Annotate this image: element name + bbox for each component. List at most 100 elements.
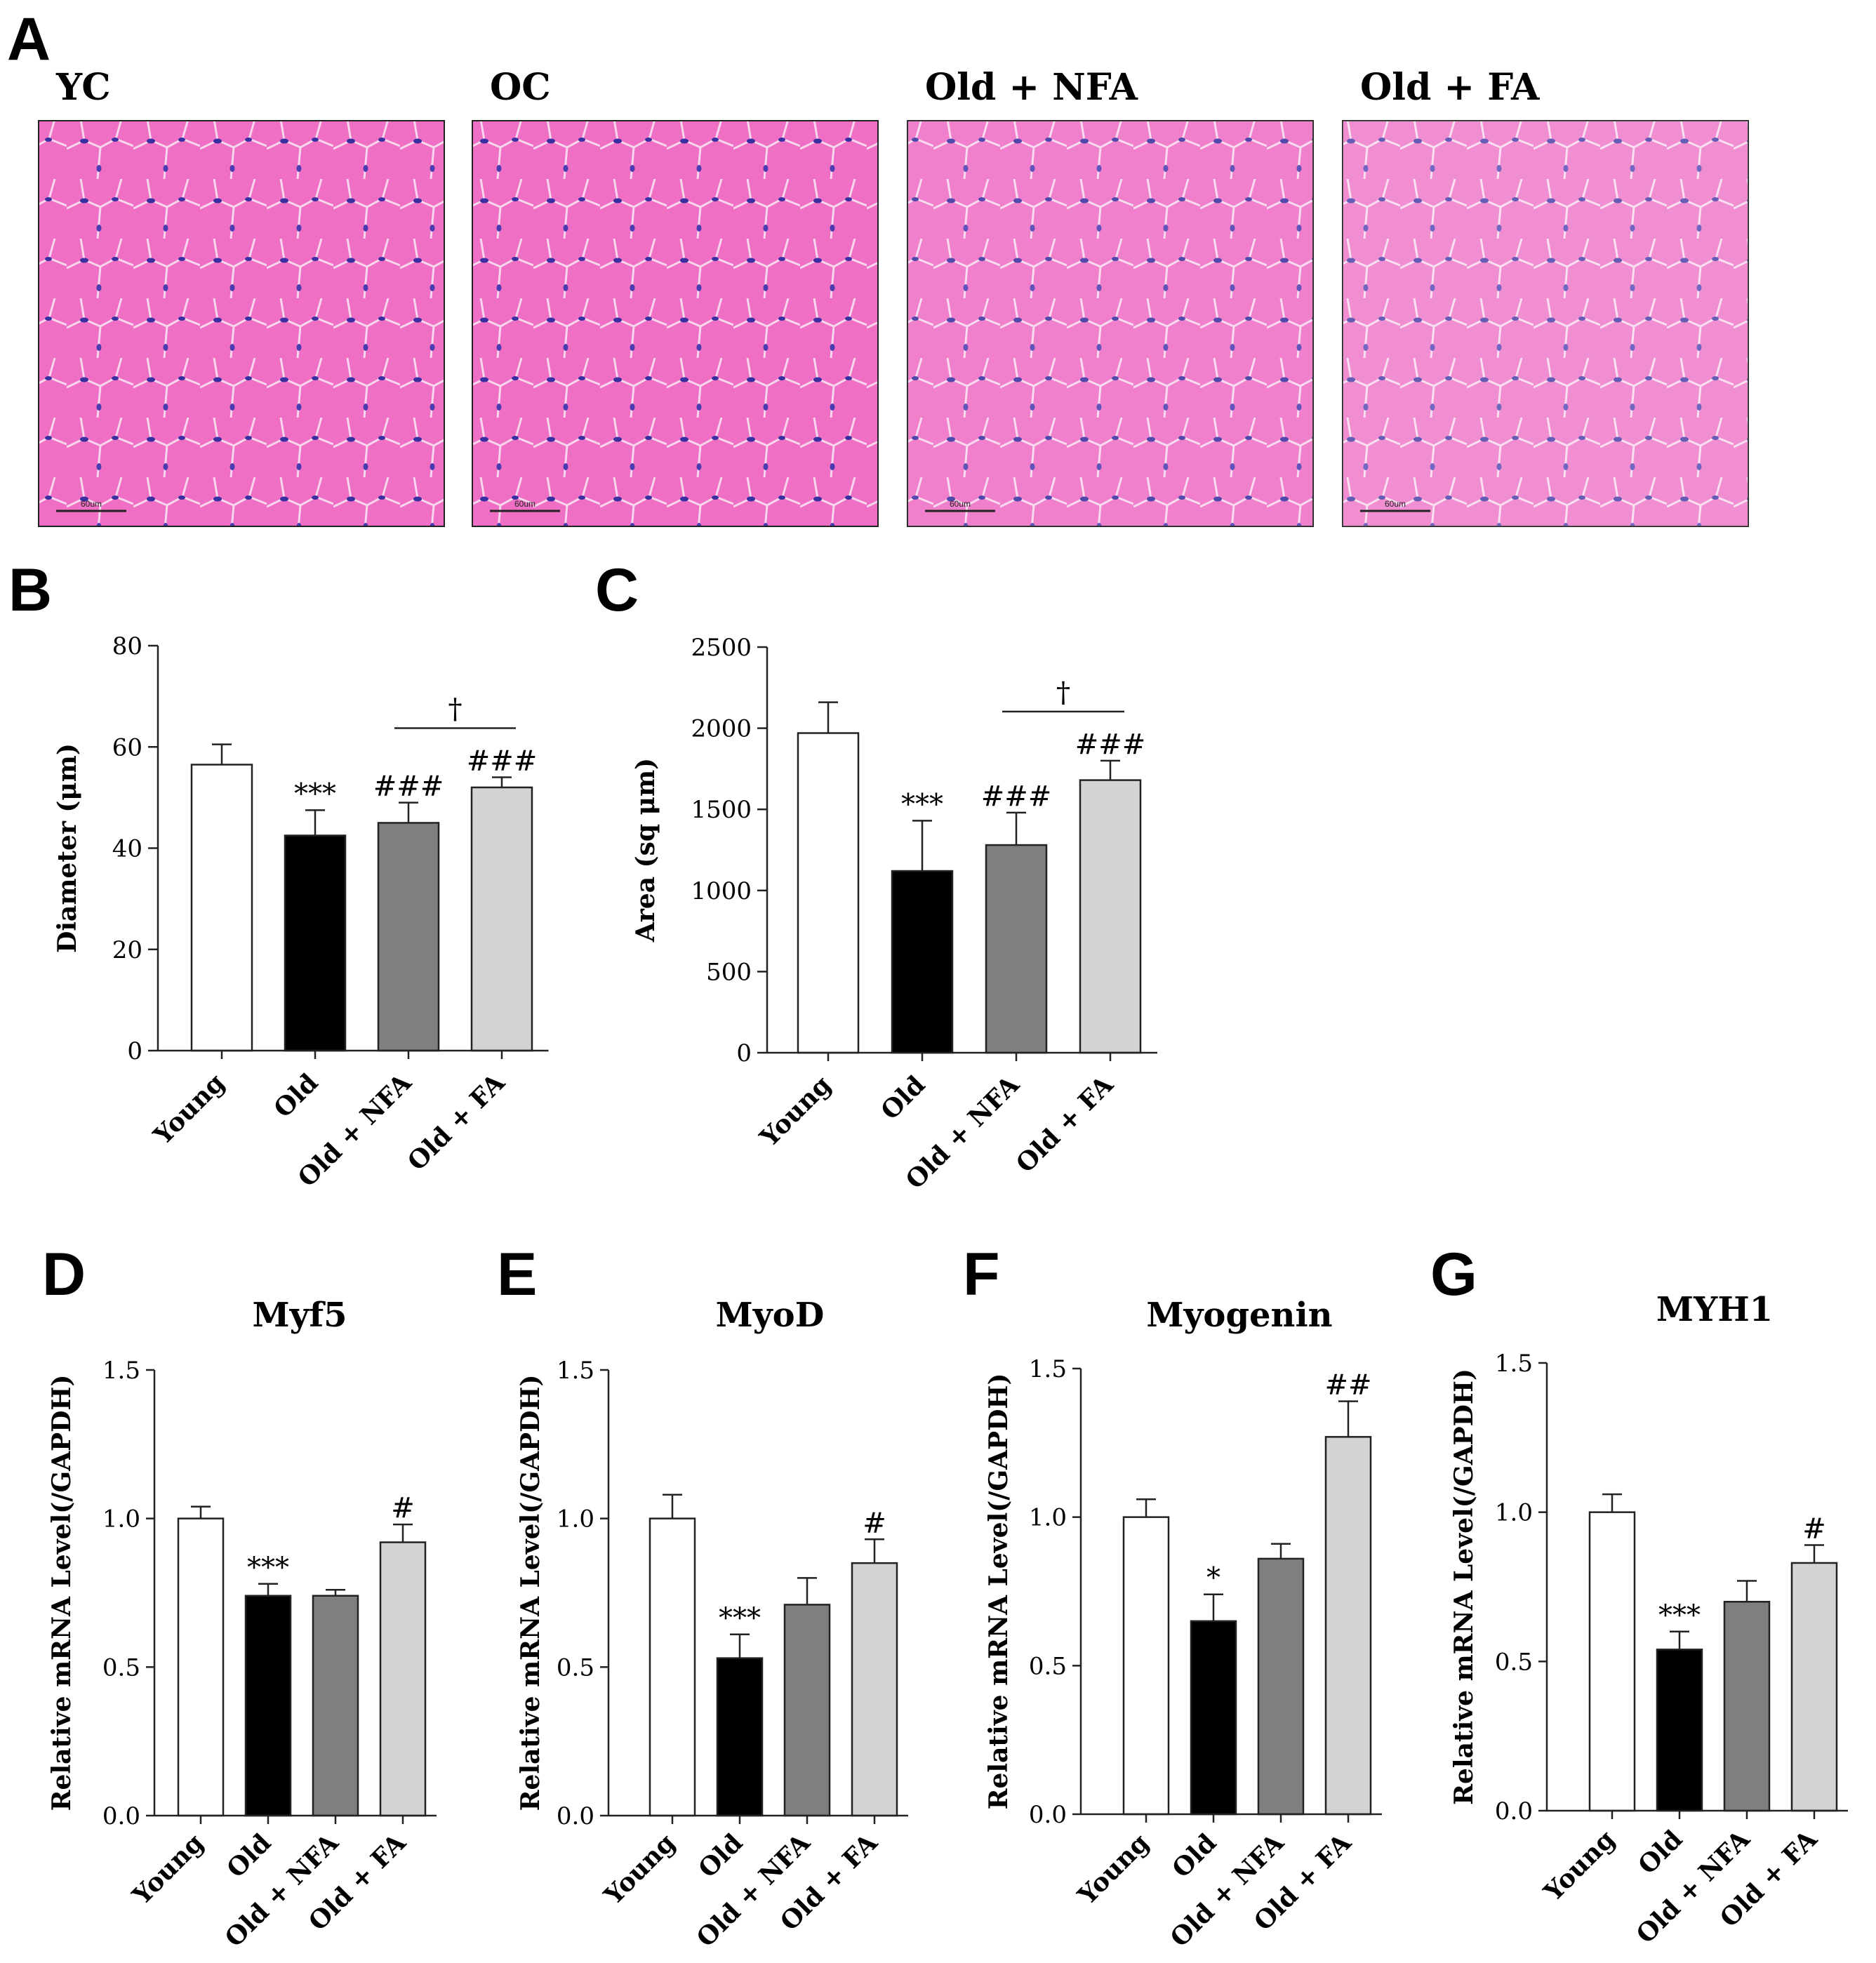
bracket-label: † [1056, 677, 1070, 709]
bar-old [716, 1657, 764, 1817]
bar-young [648, 1517, 696, 1817]
bar-old [244, 1595, 292, 1817]
x-tick-label: Old [693, 1828, 748, 1884]
x-tick-label: Young [598, 1828, 681, 1911]
bar-old [1656, 1649, 1703, 1812]
chart-f: F Myogenin 0.0 0.5 1.0 1.5 Relative mRNA Level… [963, 1241, 1382, 1953]
bar-old-fa [1324, 1436, 1372, 1816]
y-tick-label: 1.0 [1495, 1499, 1533, 1527]
significance-label: * [1206, 1562, 1220, 1595]
y-tick-label: 0.0 [102, 1802, 140, 1830]
chart-c: C 0 500 1000 1500 2000 2500 Area (sq μm) *** ### #… [595, 557, 1157, 1195]
image-tint [907, 121, 1313, 526]
histology-image-1: YC 60um [38, 66, 445, 527]
chart-g: G MYH1 0.0 0.5 1.0 1.5 Relative mRNA Level(/GA… [1430, 1241, 1848, 1950]
significance-label: *** [247, 1552, 289, 1584]
y-tick-label: 60 [112, 733, 142, 761]
histology-photo [38, 120, 445, 527]
x-tick-label: Old [221, 1828, 277, 1884]
scale-bar-label: 60um [514, 499, 535, 509]
y-tick-label: 1.0 [1029, 1504, 1067, 1532]
bar-young [190, 764, 253, 1052]
bracket-label: † [448, 693, 463, 726]
bar-old-fa [379, 1541, 427, 1817]
image-title: YC [55, 66, 111, 109]
x-tick-label: Old [1166, 1828, 1222, 1884]
y-tick-label: 1.5 [1029, 1355, 1067, 1383]
y-tick-label: 0 [736, 1039, 752, 1067]
significance-label: *** [294, 778, 336, 810]
image-title: Old + FA [1360, 66, 1540, 109]
chart-title: MYH1 [1656, 1290, 1773, 1329]
x-tick-label: Young [126, 1828, 209, 1911]
significance-label: *** [719, 1602, 761, 1635]
significance-label: # [863, 1507, 886, 1539]
bar-old-fa [851, 1562, 898, 1817]
y-tick-label: 0.5 [1029, 1652, 1067, 1680]
y-tick-label: 80 [112, 632, 142, 660]
y-tick-label: 1.5 [102, 1357, 140, 1385]
y-tick-label: 0.0 [1495, 1797, 1533, 1825]
x-tick-label: Old [875, 1070, 931, 1126]
histology-row: YC 60um OC 60um Old + NFA 60um Old + FA 60um [38, 66, 1749, 527]
chart-b: B 0 20 40 60 80 Diameter (μm) *** ### ### Young Old… [8, 557, 549, 1193]
bar-old-nfa [312, 1595, 359, 1817]
significance-label: # [1802, 1512, 1826, 1545]
bar-old [284, 834, 347, 1052]
y-tick-label: 1.5 [1495, 1350, 1533, 1378]
bar-old-nfa [377, 822, 440, 1052]
chart-title: Myogenin [1146, 1296, 1332, 1335]
scale-bar-label: 60um [81, 499, 102, 509]
x-tick-label: Old [268, 1068, 324, 1124]
x-tick-label: Young [754, 1070, 837, 1153]
y-tick-label: 1.5 [557, 1357, 594, 1385]
significance-label: ## [1324, 1369, 1371, 1402]
y-tick-label: 500 [706, 958, 752, 986]
bar-old-nfa [1257, 1557, 1305, 1816]
histology-image-3: Old + NFA 60um [907, 66, 1314, 527]
significance-label: ### [981, 780, 1052, 813]
y-tick-label: 1500 [691, 796, 752, 824]
bar-old-nfa [1723, 1601, 1771, 1812]
y-tick-label: 0.5 [102, 1653, 140, 1682]
significance-label: ### [1075, 728, 1146, 761]
bar-old-nfa [985, 844, 1048, 1054]
panel-letter-f: F [963, 1241, 1000, 1308]
significance-label: ### [373, 771, 444, 803]
histology-image-2: OC 60um [472, 66, 879, 527]
x-tick-label: Old [1632, 1825, 1688, 1880]
panel-letter-g: G [1430, 1241, 1477, 1308]
y-axis-label: Relative mRNA Level(/GAPDH) [984, 1373, 1013, 1810]
image-tint [1343, 121, 1748, 526]
y-axis-label: Diameter (μm) [53, 743, 82, 953]
y-tick-label: 0.0 [1029, 1801, 1067, 1829]
panel-letter-c: C [595, 557, 639, 624]
significance-label: # [391, 1492, 415, 1524]
bar-old-fa [470, 786, 533, 1052]
y-tick-label: 0.5 [1495, 1648, 1533, 1676]
bar-young [177, 1517, 225, 1817]
scale-bar-label: 60um [950, 499, 971, 509]
y-tick-label: 2500 [691, 634, 752, 662]
panel-letter-e: E [497, 1241, 537, 1308]
chart-title: Myf5 [252, 1296, 347, 1335]
y-tick-label: 0.0 [557, 1802, 594, 1830]
panel-letter-d: D [42, 1241, 86, 1308]
x-tick-label: Old + FA [402, 1067, 511, 1176]
y-tick-label: 1.0 [102, 1505, 140, 1533]
y-axis-label: Relative mRNA Level(/GAPDH) [1449, 1369, 1479, 1805]
bar-old-fa [1079, 779, 1142, 1054]
y-axis-label: Relative mRNA Level(/GAPDH) [47, 1375, 76, 1811]
bar-young [1588, 1511, 1636, 1812]
y-axis-label: Area (sq μm) [631, 758, 660, 943]
chart-d: D Myf5 0.0 0.5 1.0 1.5 Relative mRNA Level(/GA… [42, 1241, 437, 1953]
chart-title: MyoD [716, 1296, 825, 1335]
y-tick-label: 0 [127, 1037, 142, 1065]
bar-young [797, 732, 860, 1054]
y-tick-label: 0.5 [557, 1653, 594, 1682]
panel-letter-b: B [8, 557, 52, 624]
scale-bar-label: 60um [1385, 499, 1406, 509]
